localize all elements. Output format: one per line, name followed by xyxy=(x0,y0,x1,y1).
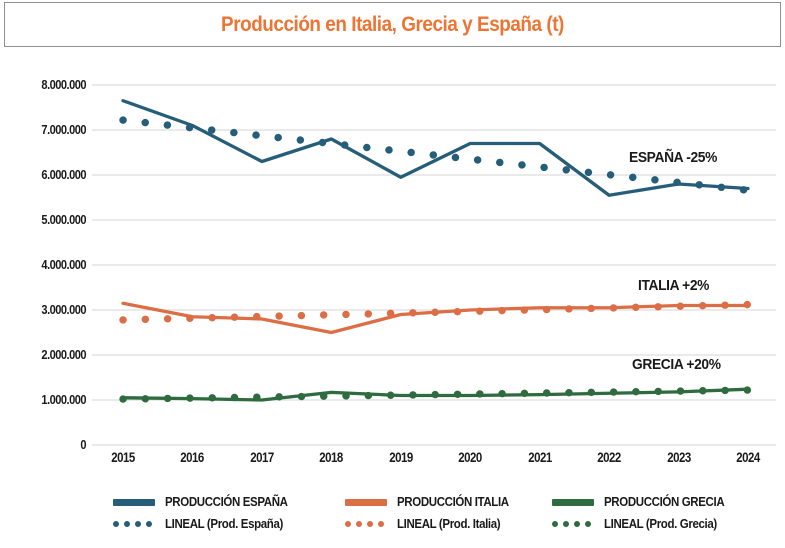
page-title: Producción en Italia, Grecia y España (t… xyxy=(221,12,564,36)
y-tick-label: 3.000.000 xyxy=(41,302,86,317)
legend-item-produccion-italia: PRODUCCIÓN ITALIA xyxy=(345,491,580,513)
solid-line-swatch-icon xyxy=(552,498,594,506)
legend-item-lineal-italia: LINEAL (Prod. Italia) xyxy=(345,513,580,535)
x-tick-label: 2020 xyxy=(458,450,482,465)
legend-item-lineal-espana: LINEAL (Prod. España) xyxy=(113,513,348,535)
legend-label: LINEAL (Prod. España) xyxy=(165,517,283,531)
y-tick-label: 2.000.000 xyxy=(41,347,86,362)
y-tick-label: 1.000.000 xyxy=(41,392,86,407)
legend-label: PRODUCCIÓN ITALIA xyxy=(397,495,509,509)
chart-title-box: Producción en Italia, Grecia y España (t… xyxy=(4,2,781,47)
y-tick-label: 0 xyxy=(80,437,86,452)
legend-item-produccion-grecia: PRODUCCIÓN GRECIA xyxy=(552,491,785,513)
y-tick-label: 6.000.000 xyxy=(41,167,86,182)
annotation-grecia: GRECIA +20% xyxy=(632,356,721,373)
x-tick-label: 2018 xyxy=(319,450,344,465)
dotted-line-swatch-icon xyxy=(113,521,155,527)
legend-column-italia: PRODUCCIÓN ITALIA LINEAL (Prod. Italia) xyxy=(345,491,580,535)
legend-column-espana: PRODUCCIÓN ESPAÑA LINEAL (Prod. España) xyxy=(113,491,348,535)
legend-column-grecia: PRODUCCIÓN GRECIA LINEAL (Prod. Grecia) xyxy=(552,491,785,535)
x-tick-label: 2017 xyxy=(250,450,274,465)
x-tick-label: 2019 xyxy=(388,450,413,465)
legend-item-lineal-grecia: LINEAL (Prod. Grecia) xyxy=(552,513,785,535)
legend-item-produccion-espana: PRODUCCIÓN ESPAÑA xyxy=(113,491,348,513)
legend-label: PRODUCCIÓN ESPAÑA xyxy=(165,495,288,509)
dotted-line-swatch-icon xyxy=(345,521,387,527)
x-tick-label: 2021 xyxy=(527,450,552,465)
annotation-italia: ITALIA +2% xyxy=(638,277,710,294)
x-tick-label: 2022 xyxy=(597,450,621,465)
legend: PRODUCCIÓN ESPAÑA LINEAL (Prod. España) … xyxy=(0,491,785,541)
x-tick-label: 2023 xyxy=(666,450,691,465)
annotation-espana: ESPAÑA -25% xyxy=(629,149,717,166)
x-tick-label: 2024 xyxy=(736,450,760,465)
y-tick-label: 4.000.000 xyxy=(41,257,86,272)
dotted-line-swatch-icon xyxy=(552,521,594,527)
solid-line-swatch-icon xyxy=(345,498,387,506)
y-tick-label: 7.000.000 xyxy=(41,122,86,137)
legend-label: LINEAL (Prod. Grecia) xyxy=(604,517,717,531)
y-tick-label: 5.000.000 xyxy=(41,212,86,227)
legend-label: PRODUCCIÓN GRECIA xyxy=(604,495,725,509)
y-tick-label: 8.000.000 xyxy=(41,77,86,92)
solid-line-swatch-icon xyxy=(113,498,155,506)
legend-label: LINEAL (Prod. Italia) xyxy=(397,517,501,531)
x-tick-label: 2015 xyxy=(111,450,135,465)
x-tick-label: 2016 xyxy=(180,450,205,465)
